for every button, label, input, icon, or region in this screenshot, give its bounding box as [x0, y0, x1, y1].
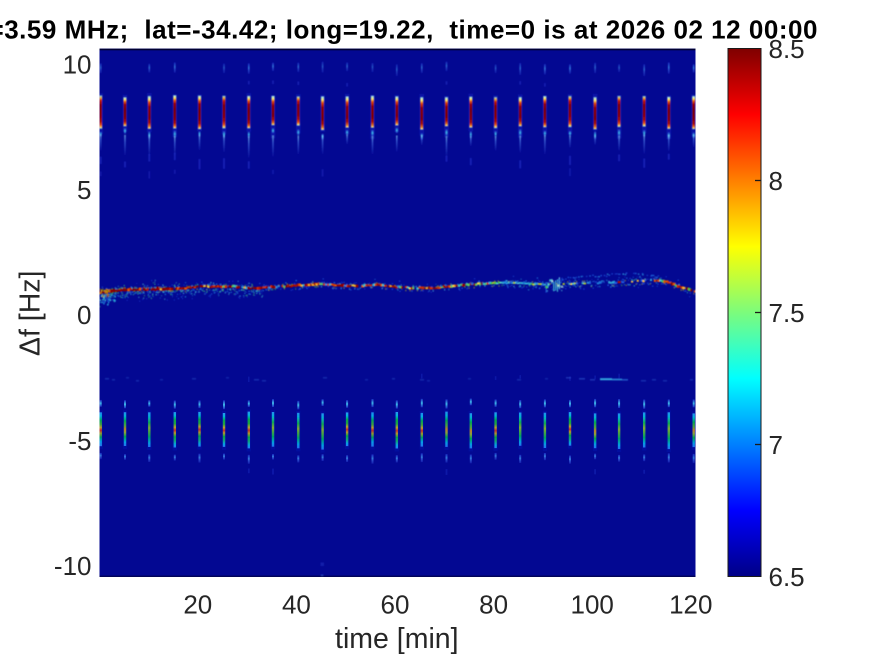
svg-text:80: 80: [479, 590, 508, 620]
svg-text:-10: -10: [54, 551, 92, 581]
svg-text:7: 7: [769, 430, 783, 460]
svg-text:time [min]: time [min]: [335, 623, 459, 655]
svg-text:40: 40: [282, 590, 311, 620]
svg-text:8.5: 8.5: [769, 34, 805, 64]
svg-text:Δf [Hz]: Δf [Hz]: [14, 271, 46, 357]
svg-text:7.5: 7.5: [769, 298, 805, 328]
svg-text:10: 10: [63, 50, 92, 80]
svg-text:8: 8: [769, 166, 783, 196]
svg-text:100: 100: [571, 590, 614, 620]
svg-text:5: 5: [77, 175, 91, 205]
svg-text:20: 20: [183, 590, 212, 620]
svg-text:-5: -5: [68, 426, 91, 456]
svg-text:60: 60: [381, 590, 410, 620]
svg-text:=3.59 MHz; lat=-34.42; long=1: =3.59 MHz; lat=-34.42; long=19.22, time=…: [0, 15, 818, 45]
svg-text:6.5: 6.5: [769, 562, 805, 592]
svg-text:0: 0: [77, 300, 91, 330]
svg-text:120: 120: [669, 590, 712, 620]
